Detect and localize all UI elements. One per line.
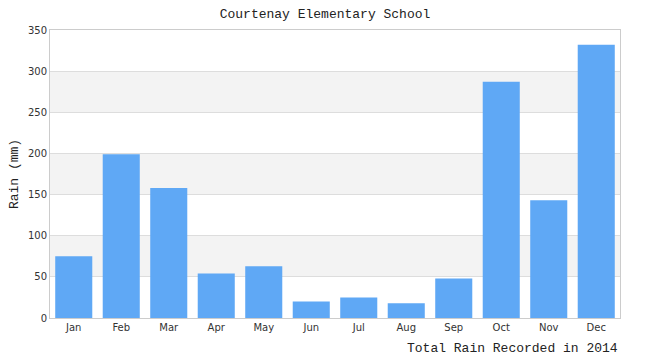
svg-text:Dec: Dec — [587, 322, 606, 333]
svg-text:Total Rain Recorded in 2014: Total Rain Recorded in 2014 — [407, 341, 618, 356]
svg-text:Jul: Jul — [352, 322, 365, 333]
svg-text:Nov: Nov — [539, 322, 559, 333]
svg-text:300: 300 — [28, 66, 47, 77]
svg-text:Jan: Jan — [65, 322, 81, 333]
svg-text:150: 150 — [28, 189, 47, 200]
svg-text:Courtenay Elementary School: Courtenay Elementary School — [220, 7, 431, 22]
svg-text:Mar: Mar — [159, 322, 179, 333]
svg-text:Rain (mm): Rain (mm) — [7, 139, 22, 209]
svg-text:Aug: Aug — [396, 322, 416, 333]
svg-text:250: 250 — [28, 107, 47, 118]
svg-text:Oct: Oct — [493, 322, 510, 333]
svg-text:Feb: Feb — [112, 322, 130, 333]
svg-text:Apr: Apr — [208, 322, 226, 333]
svg-text:100: 100 — [28, 230, 47, 241]
svg-text:Sep: Sep — [444, 322, 463, 333]
svg-text:200: 200 — [28, 148, 47, 159]
svg-text:350: 350 — [28, 25, 47, 36]
svg-text:50: 50 — [34, 271, 47, 282]
svg-text:Jun: Jun — [302, 322, 319, 333]
svg-text:0: 0 — [41, 313, 47, 324]
svg-text:May: May — [253, 322, 274, 333]
